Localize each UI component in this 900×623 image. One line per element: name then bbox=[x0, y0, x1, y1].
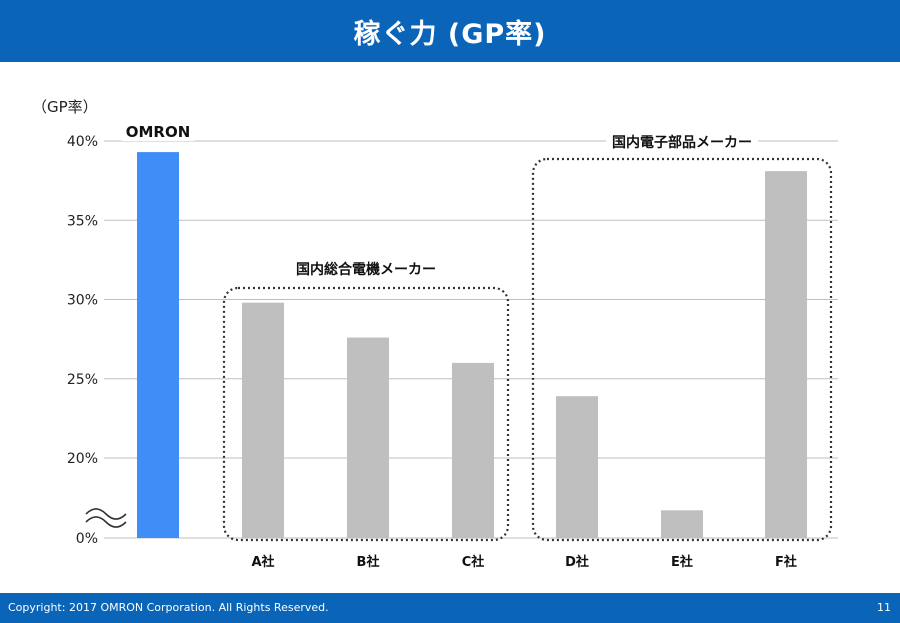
bar-peer bbox=[661, 510, 703, 538]
slide-footer: Copyright: 2017 OMRON Corporation. All R… bbox=[0, 593, 900, 623]
bar-omron bbox=[137, 152, 179, 538]
y-tick-label: 35% bbox=[67, 213, 98, 229]
bar-peer bbox=[765, 171, 807, 538]
group-label: 国内総合電機メーカー bbox=[296, 261, 436, 278]
y-tick-label: 25% bbox=[67, 372, 98, 388]
bar-layer bbox=[137, 152, 807, 538]
y-tick-label: 0% bbox=[76, 531, 98, 547]
bar-peer bbox=[347, 337, 389, 538]
page-number: 11 bbox=[877, 601, 891, 614]
group-box bbox=[222, 286, 510, 542]
y-tick-label: 20% bbox=[67, 451, 98, 467]
x-tick-label: F社 bbox=[775, 554, 797, 570]
y-tick-label: 40% bbox=[67, 134, 98, 150]
bar-peer bbox=[452, 362, 494, 538]
x-tick-label: B社 bbox=[357, 554, 380, 570]
x-tick-label: D社 bbox=[565, 554, 589, 570]
bar-label-omron: OMRON bbox=[126, 123, 191, 141]
copyright-text: Copyright: 2017 OMRON Corporation. All R… bbox=[8, 601, 329, 614]
label-background bbox=[290, 261, 442, 278]
group-label: 国内電子部品メーカー bbox=[612, 134, 752, 151]
y-axis-title: （GP率） bbox=[32, 98, 98, 116]
slide-header: 稼ぐ力 (GP率) bbox=[0, 0, 900, 62]
gp-ratio-bar-chart: （GP率） 0% 20% 25% 30% 35% 40% OMRON A社 B社 C社 D社 E社 F社 国… bbox=[32, 98, 838, 570]
label-layer: （GP率） 0% 20% 25% 30% 35% 40% OMRON A社 B社 C社 D社 E社 F社 国… bbox=[32, 98, 797, 570]
x-tick-label: E社 bbox=[671, 554, 693, 570]
bar-peer bbox=[242, 302, 284, 538]
slide-title: 稼ぐ力 (GP率) bbox=[353, 18, 547, 50]
y-tick-label: 30% bbox=[67, 293, 98, 309]
axis-break-mark bbox=[85, 508, 127, 520]
axis-break-mark bbox=[85, 516, 127, 528]
bar-peer bbox=[556, 396, 598, 538]
label-background bbox=[606, 134, 758, 151]
x-tick-label: A社 bbox=[251, 554, 274, 570]
label-background bbox=[121, 123, 195, 141]
group-box-layer bbox=[222, 157, 833, 542]
x-tick-label: C社 bbox=[462, 554, 485, 570]
group-box bbox=[531, 157, 833, 542]
